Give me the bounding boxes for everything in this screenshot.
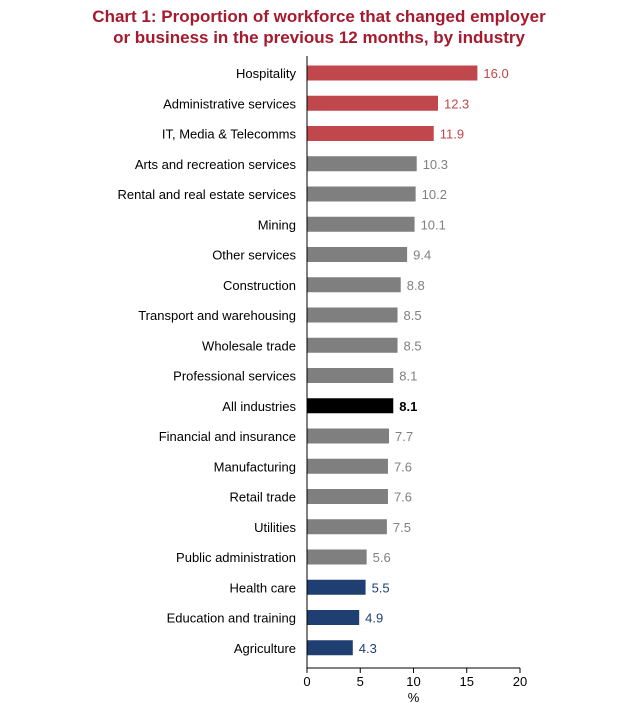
bars-layer: Hospitality 16.0 Administrative services 12… — [118, 65, 509, 656]
data-label: 10.1 — [421, 217, 446, 232]
bar — [307, 549, 367, 565]
category-label: Financial and insurance — [159, 429, 296, 444]
category-label: Professional services — [173, 369, 296, 384]
x-tick-label: 0 — [303, 674, 310, 689]
data-label: 8.1 — [399, 369, 417, 384]
category-label: Administrative services — [163, 96, 296, 111]
data-label: 8.1 — [399, 399, 417, 414]
category-label: Wholesale trade — [202, 338, 296, 353]
bar — [307, 156, 417, 172]
bar — [307, 216, 415, 232]
bar — [307, 277, 401, 293]
bar — [307, 368, 394, 383]
x-tick-label: 10 — [406, 674, 420, 689]
category-label: Utilities — [254, 520, 296, 535]
category-label: Education and training — [167, 611, 296, 626]
bar — [307, 95, 438, 111]
data-label: 12.3 — [444, 96, 469, 111]
data-label: 5.6 — [373, 550, 391, 565]
bar — [307, 489, 388, 504]
bar — [307, 126, 434, 141]
data-label: 16.0 — [483, 66, 508, 81]
chart-title-line-2: or business in the previous 12 months, b… — [113, 28, 525, 47]
data-label: 5.5 — [372, 580, 390, 595]
x-axis: 0 5 10 15 20% — [303, 56, 527, 705]
x-axis-label: % — [408, 690, 420, 705]
x-tick-label: 15 — [460, 674, 474, 689]
bar — [307, 307, 398, 323]
data-label: 9.4 — [413, 248, 431, 263]
category-label: Construction — [223, 278, 296, 293]
category-label: IT, Media & Telecomms — [162, 127, 297, 142]
data-label: 10.3 — [423, 157, 448, 172]
bar — [307, 337, 398, 353]
bar — [307, 65, 478, 81]
bar — [307, 519, 387, 535]
category-label: Public administration — [176, 550, 296, 565]
data-label: 7.5 — [393, 520, 411, 535]
bar — [307, 579, 366, 595]
bar — [307, 428, 390, 444]
data-label: 8.5 — [404, 308, 422, 323]
category-label: Transport and warehousing — [138, 308, 296, 323]
data-label: 11.9 — [440, 127, 464, 142]
x-tick-label: 20 — [513, 674, 527, 689]
data-label: 4.9 — [365, 611, 383, 626]
category-label: All industries — [222, 399, 296, 414]
chart-title: Chart 1: Proportion of workforce that ch… — [0, 6, 638, 48]
data-label: 8.5 — [404, 338, 422, 353]
data-label: 7.6 — [394, 490, 412, 505]
category-label: Health care — [230, 580, 296, 595]
data-label: 8.8 — [407, 278, 425, 293]
category-label: Other services — [212, 248, 296, 263]
data-label: 7.6 — [394, 459, 412, 474]
bar — [307, 186, 416, 202]
chart-title-line-1: Chart 1: Proportion of workforce that ch… — [92, 7, 546, 26]
data-label: 7.7 — [395, 429, 413, 444]
category-label: Agriculture — [234, 641, 296, 656]
category-label: Mining — [258, 217, 296, 232]
data-label: 10.2 — [422, 187, 447, 202]
category-label: Rental and real estate services — [118, 187, 297, 202]
category-label: Retail trade — [230, 490, 296, 505]
bar — [307, 247, 408, 262]
category-label: Arts and recreation services — [135, 157, 297, 172]
data-label: 4.3 — [359, 641, 377, 656]
category-label: Hospitality — [236, 66, 296, 81]
bar — [307, 640, 353, 656]
bar — [307, 458, 388, 474]
x-tick-label: 5 — [357, 674, 364, 689]
bar — [307, 610, 360, 625]
bar — [307, 398, 394, 414]
category-label: Manufacturing — [214, 459, 296, 474]
